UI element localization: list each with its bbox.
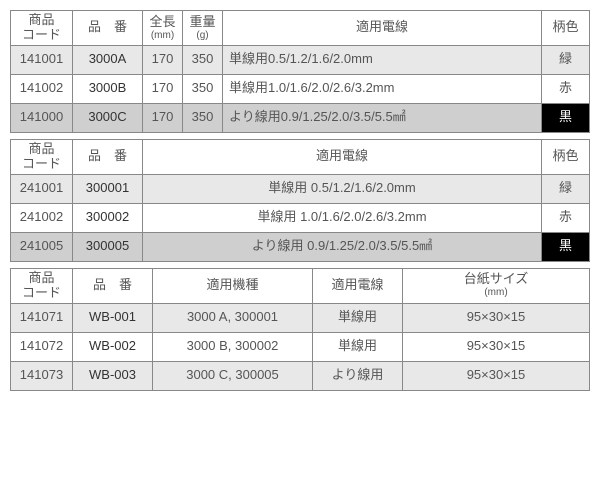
cell-handle: 緑: [542, 174, 590, 203]
cell-code: 141002: [11, 74, 73, 103]
hdr-machine: 適用機種: [153, 268, 313, 303]
cell-machine: 3000 B, 300002: [153, 332, 313, 361]
cell-code: 241002: [11, 203, 73, 232]
cell-wire: 単線用 1.0/1.6/2.0/2.6/3.2mm: [143, 203, 542, 232]
spec-table-1: 商品 コード 品 番 全長(mm) 重量(g) 適用電線 柄色 141001 3…: [10, 10, 590, 133]
cell-wire: 単線用1.0/1.6/2.0/2.6/3.2mm: [223, 74, 542, 103]
cell-model: WB-002: [73, 332, 153, 361]
header-row: 商品 コード 品 番 適用機種 適用電線 台紙サイズ(mm): [11, 268, 590, 303]
cell-handle: 緑: [542, 45, 590, 74]
cell-length: 170: [143, 103, 183, 132]
hdr-wire: 適用電線: [313, 268, 403, 303]
cell-handle: 黒: [542, 232, 590, 261]
table-row: 241001 300001 単線用 0.5/1.2/1.6/2.0mm 緑: [11, 174, 590, 203]
table-row: 241002 300002 単線用 1.0/1.6/2.0/2.6/3.2mm …: [11, 203, 590, 232]
cell-model: 3000A: [73, 45, 143, 74]
hdr-code: 商品 コード: [11, 139, 73, 174]
cell-length: 170: [143, 45, 183, 74]
cell-model: 300001: [73, 174, 143, 203]
cell-wire: より線用0.9/1.25/2.0/3.5/5.5㎟: [223, 103, 542, 132]
hdr-wire: 適用電線: [223, 11, 542, 46]
cell-wire: 単線用 0.5/1.2/1.6/2.0mm: [143, 174, 542, 203]
table-row: 141072 WB-002 3000 B, 300002 単線用 95×30×1…: [11, 332, 590, 361]
cell-weight: 350: [183, 103, 223, 132]
table-row: 141071 WB-001 3000 A, 300001 単線用 95×30×1…: [11, 303, 590, 332]
header-row: 商品 コード 品 番 全長(mm) 重量(g) 適用電線 柄色: [11, 11, 590, 46]
hdr-model: 品 番: [73, 268, 153, 303]
cell-model: 300005: [73, 232, 143, 261]
cell-machine: 3000 C, 300005: [153, 361, 313, 390]
cell-model: WB-001: [73, 303, 153, 332]
cell-model: 3000C: [73, 103, 143, 132]
hdr-model: 品 番: [73, 11, 143, 46]
cell-model: WB-003: [73, 361, 153, 390]
hdr-handle: 柄色: [542, 139, 590, 174]
spec-table-2: 商品 コード 品 番 適用電線 柄色 241001 300001 単線用 0.5…: [10, 139, 590, 262]
cell-card: 95×30×15: [403, 303, 590, 332]
hdr-code: 商品 コード: [11, 11, 73, 46]
cell-card: 95×30×15: [403, 361, 590, 390]
cell-weight: 350: [183, 74, 223, 103]
cell-weight: 350: [183, 45, 223, 74]
cell-handle: 黒: [542, 103, 590, 132]
cell-wire: 単線用: [313, 332, 403, 361]
hdr-length: 全長(mm): [143, 11, 183, 46]
cell-length: 170: [143, 74, 183, 103]
cell-card: 95×30×15: [403, 332, 590, 361]
spec-table-3: 商品 コード 品 番 適用機種 適用電線 台紙サイズ(mm) 141071 WB…: [10, 268, 590, 391]
table-row: 141073 WB-003 3000 C, 300005 より線用 95×30×…: [11, 361, 590, 390]
cell-code: 141072: [11, 332, 73, 361]
table-row: 141001 3000A 170 350 単線用0.5/1.2/1.6/2.0m…: [11, 45, 590, 74]
cell-code: 141071: [11, 303, 73, 332]
cell-code: 141073: [11, 361, 73, 390]
cell-wire: 単線用0.5/1.2/1.6/2.0mm: [223, 45, 542, 74]
hdr-model: 品 番: [73, 139, 143, 174]
cell-handle: 赤: [542, 203, 590, 232]
hdr-weight: 重量(g): [183, 11, 223, 46]
cell-code: 241001: [11, 174, 73, 203]
cell-handle: 赤: [542, 74, 590, 103]
hdr-wire: 適用電線: [143, 139, 542, 174]
table-row: 141000 3000C 170 350 より線用0.9/1.25/2.0/3.…: [11, 103, 590, 132]
hdr-handle: 柄色: [542, 11, 590, 46]
cell-machine: 3000 A, 300001: [153, 303, 313, 332]
cell-code: 241005: [11, 232, 73, 261]
cell-wire: 単線用: [313, 303, 403, 332]
table-row: 241005 300005 より線用 0.9/1.25/2.0/3.5/5.5㎟…: [11, 232, 590, 261]
hdr-code: 商品 コード: [11, 268, 73, 303]
cell-code: 141001: [11, 45, 73, 74]
cell-wire: より線用: [313, 361, 403, 390]
cell-model: 300002: [73, 203, 143, 232]
header-row: 商品 コード 品 番 適用電線 柄色: [11, 139, 590, 174]
table-row: 141002 3000B 170 350 単線用1.0/1.6/2.0/2.6/…: [11, 74, 590, 103]
cell-wire: より線用 0.9/1.25/2.0/3.5/5.5㎟: [143, 232, 542, 261]
cell-code: 141000: [11, 103, 73, 132]
cell-model: 3000B: [73, 74, 143, 103]
hdr-card: 台紙サイズ(mm): [403, 268, 590, 303]
